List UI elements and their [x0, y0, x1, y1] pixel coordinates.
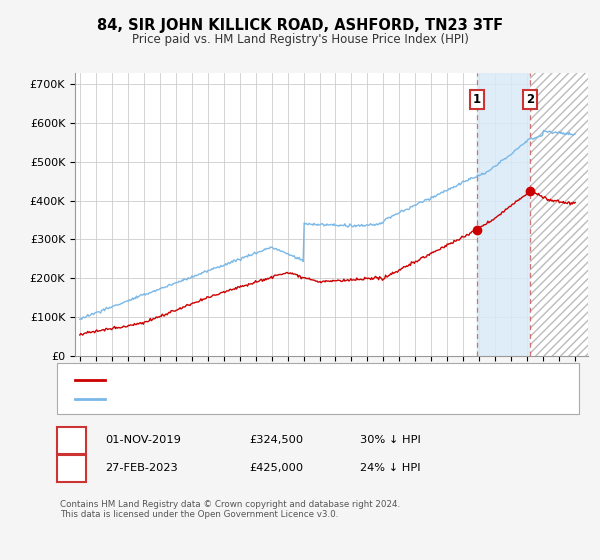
- Text: £324,500: £324,500: [249, 435, 303, 445]
- Text: 27-FEB-2023: 27-FEB-2023: [105, 463, 178, 473]
- Text: 2: 2: [67, 461, 76, 474]
- Text: 24% ↓ HPI: 24% ↓ HPI: [360, 463, 421, 473]
- Text: Contains HM Land Registry data © Crown copyright and database right 2024.
This d: Contains HM Land Registry data © Crown c…: [60, 500, 400, 519]
- Text: HPI: Average price, detached house, Ashford: HPI: Average price, detached house, Ashf…: [112, 394, 335, 404]
- Text: 30% ↓ HPI: 30% ↓ HPI: [360, 435, 421, 445]
- Bar: [530, 73, 588, 356]
- Text: 84, SIR JOHN KILLICK ROAD, ASHFORD, TN23 3TF: 84, SIR JOHN KILLICK ROAD, ASHFORD, TN23…: [97, 18, 503, 32]
- Text: 84, SIR JOHN KILLICK ROAD, ASHFORD, TN23 3TF (detached house): 84, SIR JOHN KILLICK ROAD, ASHFORD, TN23…: [112, 375, 447, 385]
- Text: £425,000: £425,000: [249, 463, 303, 473]
- Text: 2: 2: [526, 94, 534, 106]
- Text: 01-NOV-2019: 01-NOV-2019: [105, 435, 181, 445]
- Text: 1: 1: [67, 433, 76, 446]
- Bar: [476, 73, 530, 356]
- Text: Price paid vs. HM Land Registry's House Price Index (HPI): Price paid vs. HM Land Registry's House …: [131, 32, 469, 46]
- Text: 1: 1: [473, 94, 481, 106]
